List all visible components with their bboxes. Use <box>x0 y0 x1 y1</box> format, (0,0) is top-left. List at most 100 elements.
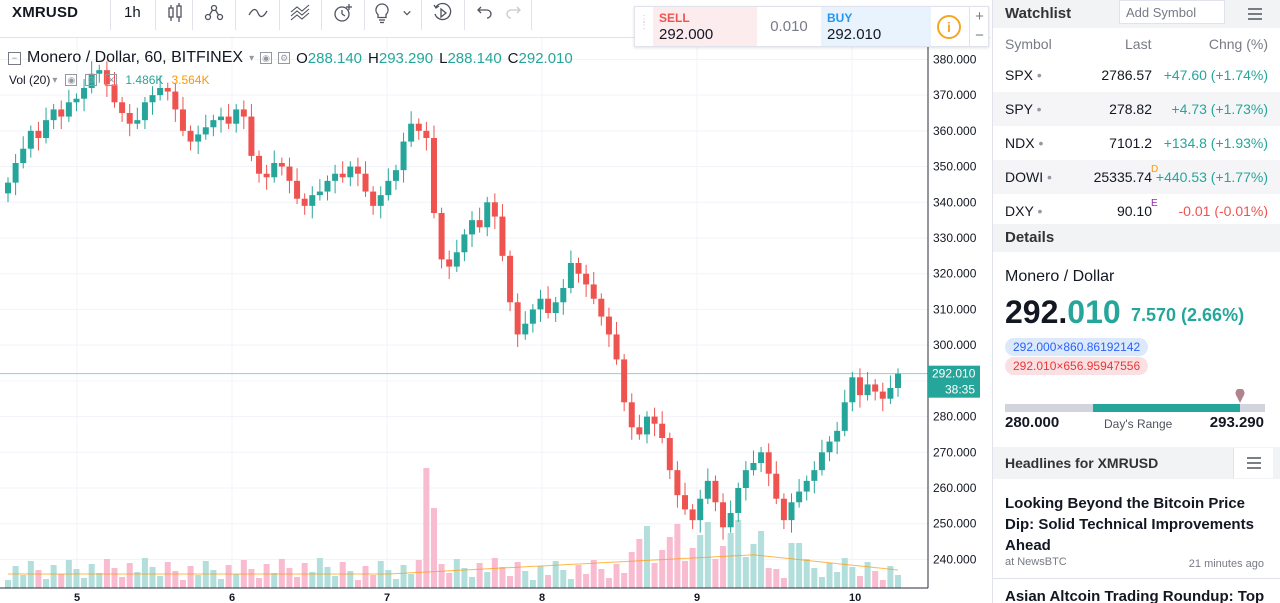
volume-bar <box>294 577 301 588</box>
ideas-icon[interactable] <box>370 2 394 24</box>
menu-icon[interactable] <box>1233 448 1273 478</box>
sell-label: SELL <box>659 11 690 25</box>
symbol-search-button[interactable]: XMRUSD <box>12 4 79 21</box>
range-marker-icon <box>1235 388 1245 403</box>
watchlist-row[interactable]: DOWI • 25335.74 D +440.53 (+1.77%) <box>993 160 1280 194</box>
volume-bar <box>834 572 841 588</box>
volume-bar <box>887 566 894 588</box>
watchlist-row[interactable]: SPY • 278.82 +4.73 (+1.73%) <box>993 92 1280 126</box>
headline-link[interactable]: Looking Beyond the Bitcoin Price Dip: So… <box>1005 495 1254 554</box>
details-change: 7.570 (2.66%) <box>1131 305 1245 325</box>
col-change[interactable]: Chng (%) <box>1208 36 1268 52</box>
buy-button[interactable]: BUY 292.010 <box>821 7 931 46</box>
price-chart[interactable]: 380.000 370.000 360.000 350.000 340.000 330.0… <box>0 38 990 603</box>
volume-bar <box>560 570 567 588</box>
collapse-icon[interactable]: − <box>8 51 21 65</box>
candle-body <box>172 91 179 110</box>
price-axis-bg <box>928 38 990 588</box>
chevron-down-icon[interactable]: ▾ <box>52 74 58 86</box>
candle-body <box>636 427 643 435</box>
volume-bar <box>491 558 498 588</box>
zoom-in-button[interactable]: + <box>975 8 984 25</box>
col-symbol[interactable]: Symbol <box>1005 36 1052 52</box>
watchlist-row[interactable]: NDX • 7101.2 +134.8 (+1.93%) <box>993 126 1280 160</box>
volume-bar <box>849 567 856 588</box>
volume-bar <box>499 567 506 588</box>
volume-bar <box>476 563 483 588</box>
candle-body <box>514 302 521 335</box>
close-icon[interactable]: ✕ <box>105 74 118 86</box>
zoom-out-button[interactable]: − <box>975 27 984 44</box>
settings-icon[interactable]: ⚙ <box>278 52 291 64</box>
volume-bar <box>134 572 141 588</box>
alert-icon[interactable] <box>331 2 355 24</box>
replay-icon[interactable] <box>431 2 455 24</box>
undo-icon[interactable] <box>472 2 496 24</box>
candle-body <box>887 388 894 399</box>
candle-body <box>111 84 118 103</box>
candle-body <box>750 463 757 471</box>
candle-body <box>864 384 871 396</box>
candle-body <box>552 302 559 313</box>
volume-bar <box>157 576 164 588</box>
candle-body <box>643 416 650 435</box>
data-flag: E <box>1151 198 1158 209</box>
volume-bar <box>301 563 308 588</box>
candle-body <box>50 109 57 121</box>
volume-bar <box>354 580 361 588</box>
watchlist-change: -0.01 (-0.01%) <box>1178 203 1268 219</box>
volume-bar <box>453 559 460 588</box>
candle-body <box>704 480 711 499</box>
candle-body <box>58 109 65 117</box>
candle-body <box>651 416 658 424</box>
eye-icon[interactable]: ◉ <box>260 52 273 64</box>
candle-body <box>499 216 506 256</box>
info-icon[interactable]: i <box>937 15 961 39</box>
toolbar-divider <box>110 0 111 30</box>
candle-body <box>590 284 597 299</box>
drag-handle-icon[interactable]: ⋮⋮ ⋮⋮ <box>639 14 659 31</box>
candle-body <box>507 255 514 303</box>
candle-body <box>248 116 255 156</box>
candle-body <box>187 130 194 142</box>
templates-icon[interactable] <box>288 2 312 24</box>
volume-bar <box>613 564 620 588</box>
chevron-down-icon[interactable] <box>398 2 416 24</box>
volume-bar <box>271 573 278 588</box>
watchlist-clip <box>993 218 1280 224</box>
time-tick-label: 8 <box>539 592 545 603</box>
volume-bar <box>385 570 392 588</box>
candles-icon[interactable] <box>163 2 187 24</box>
candle-body <box>286 166 293 181</box>
interval-button[interactable]: 1h <box>124 4 141 21</box>
add-symbol-input[interactable]: Add Symbol <box>1119 0 1225 24</box>
volume-bar <box>765 568 772 588</box>
col-last[interactable]: Last <box>1125 36 1152 52</box>
settings-icon[interactable]: ⚙ <box>85 74 98 86</box>
redo-icon[interactable] <box>502 2 526 24</box>
headline-link[interactable]: Asian Altcoin Trading Roundup: Top <box>1005 588 1265 603</box>
compare-icon[interactable] <box>246 2 270 24</box>
candle-body <box>400 141 407 171</box>
indicators-icon[interactable] <box>202 2 226 24</box>
legend-close: C292.010 <box>507 49 573 67</box>
watchlist-row[interactable]: SPX • 2786.57 +47.60 (+1.74%) <box>993 58 1280 92</box>
candle-body <box>430 138 437 213</box>
candle-body <box>12 163 19 183</box>
candle-body <box>446 259 453 267</box>
watchlist-last: 2786.57 <box>1101 67 1152 83</box>
chevron-down-icon[interactable]: ▾ <box>249 52 255 64</box>
volume-title: Vol (20) <box>9 73 51 87</box>
watchlist-symbol: DXY • <box>1005 203 1043 219</box>
volume-bar <box>522 571 529 588</box>
sell-button[interactable]: SELL 292.000 <box>653 7 757 46</box>
price-tick-label: 240.000 <box>933 552 977 566</box>
volume-bar <box>81 578 88 588</box>
eye-icon[interactable]: ◉ <box>65 74 78 86</box>
volume-bar <box>697 535 704 588</box>
volume-bar <box>598 569 605 588</box>
volume-bar <box>643 526 650 588</box>
menu-icon[interactable] <box>1239 0 1271 28</box>
candle-body <box>73 98 80 103</box>
